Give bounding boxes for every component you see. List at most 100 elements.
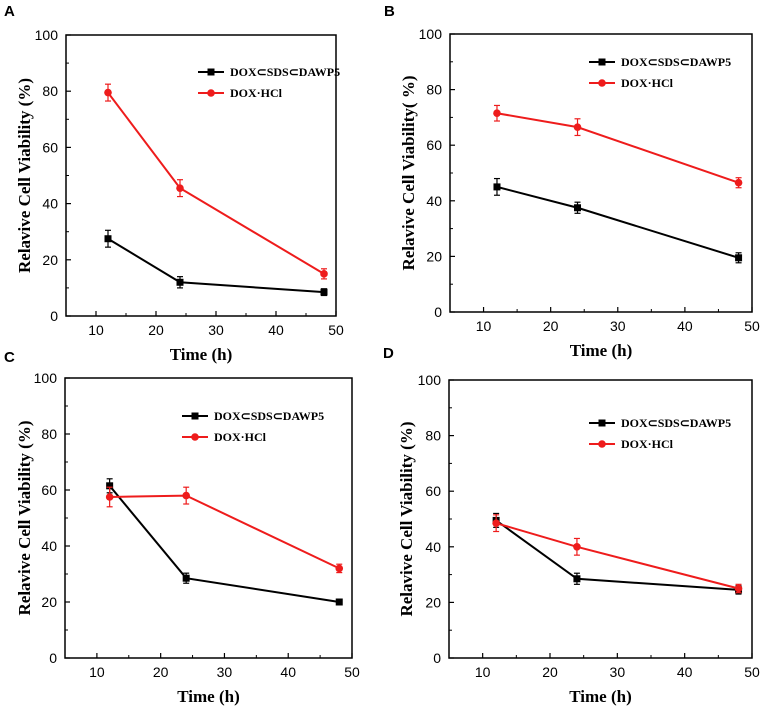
x-tick-label: 50 [344,664,360,680]
y-tick-label: 20 [426,248,442,264]
x-axis-title: Time (h) [570,341,633,360]
legend-label: DOX⊂SDS⊂DAWP5 [214,409,324,423]
data-point [493,183,501,191]
series-dox-hcl [493,104,743,189]
legend-marker [191,412,199,420]
y-tick-label: 100 [34,370,58,386]
plot-frame [449,33,753,313]
series-dox-sds-dawp5 [493,177,743,264]
y-tick-label: 60 [41,482,57,498]
panel-label: A [4,3,15,20]
legend-label: DOX⊂SDS⊂DAWP5 [621,55,731,69]
y-tick-label: 40 [426,193,442,209]
series-line [107,237,325,294]
x-tick-label: 30 [208,322,224,338]
y-tick-label: 80 [426,82,442,98]
legend-label: DOX⊂SDS⊂DAWP5 [230,65,340,79]
legend-marker [191,433,199,441]
x-tick-label: 20 [153,664,169,680]
x-tick-label: 20 [148,322,164,338]
data-point [320,288,328,296]
legend: DOX⊂SDS⊂DAWP5 DOX·HCl [589,55,731,90]
y-tick-label: 20 [41,594,57,610]
x-tick-label: 30 [610,318,626,334]
data-point [734,178,743,187]
x-axis-title: Time (h) [170,345,233,364]
x-tick-label: 40 [677,664,693,680]
legend-label: DOX·HCl [621,437,674,451]
data-point [320,270,328,278]
chart-panel-b: B 0 20 40 60 80 100 10 20 30 40 50 Time (h) Relavive … [384,3,760,360]
x-tick-label: 50 [744,318,760,334]
x-tick-label: 40 [280,664,296,680]
data-point [573,543,581,551]
x-tick-label: 50 [744,664,760,680]
x-tick-label: 40 [677,318,693,334]
y-axis-title: Relavive Cell Viability (%) [397,421,416,616]
legend: DOX⊂SDS⊂DAWP5 DOX·HCl [182,409,324,444]
series-line [496,112,739,184]
series-line [109,494,340,570]
series-dox-sds-dawp5 [104,229,328,297]
data-point [735,254,743,262]
y-tick-label: 60 [425,483,441,499]
legend-marker [598,419,606,427]
data-point [574,204,582,212]
y-tick-label: 80 [41,426,57,442]
x-tick-label: 50 [328,322,344,338]
legend: DOX⊂SDS⊂DAWP5 DOX·HCl [589,416,731,451]
legend-label: DOX·HCl [621,76,674,90]
legend: DOX⊂SDS⊂DAWP5 DOX·HCl [198,65,340,100]
x-tick-label: 10 [476,318,492,334]
data-point [105,493,114,501]
series-dox-hcl [492,514,743,594]
data-point [104,88,112,97]
legend-marker [207,89,215,97]
x-tick-label: 20 [542,664,558,680]
x-tick-label: 30 [217,664,233,680]
legend-marker [598,79,606,87]
y-axis-title: Relavive Cell Viability (%) [15,78,34,273]
y-tick-label: 40 [41,538,57,554]
data-point [335,598,343,606]
x-tick-label: 10 [89,664,105,680]
panel-label: B [384,3,395,20]
y-tick-label: 0 [50,308,58,324]
series-line [107,92,325,275]
series-dox-hcl [105,486,344,574]
y-tick-label: 100 [419,26,443,42]
x-tick-label: 30 [610,664,626,680]
y-tick-label: 80 [425,428,441,444]
data-point [176,278,184,286]
legend-marker [598,58,606,66]
x-tick-label: 20 [543,318,559,334]
y-tick-label: 0 [49,650,57,666]
x-tick-label: 10 [88,322,104,338]
y-tick-label: 100 [418,372,442,388]
y-tick-label: 0 [434,304,442,320]
data-point [182,491,190,500]
data-point [493,109,501,118]
x-axis-title: Time (h) [569,687,632,706]
y-tick-label: 20 [42,252,58,268]
panel-label: C [4,349,15,366]
series-dox-sds-dawp5 [106,478,343,606]
x-axis-title: Time (h) [177,687,240,706]
data-point [492,519,500,527]
legend-label: DOX·HCl [230,86,283,100]
y-axis-title: Relavive Cell Viability (%) [15,420,34,615]
data-point [573,123,582,131]
y-tick-label: 80 [42,83,58,99]
chart-panel-c: C 0 20 40 60 80 100 10 20 30 40 50 Time (h) Relavive … [4,349,360,706]
legend-label: DOX·HCl [214,430,267,444]
chart-panel-d: D 0 20 40 60 80 100 10 20 30 40 50 Time (h) Relavive … [383,345,760,706]
data-point [573,575,581,583]
panel-label: D [383,345,394,362]
data-point [734,584,743,593]
series-line [108,485,340,603]
series-line [495,522,739,590]
y-tick-label: 40 [42,196,58,212]
y-tick-label: 0 [433,650,441,666]
series-dox-hcl [104,83,328,280]
y-tick-label: 60 [42,139,58,155]
